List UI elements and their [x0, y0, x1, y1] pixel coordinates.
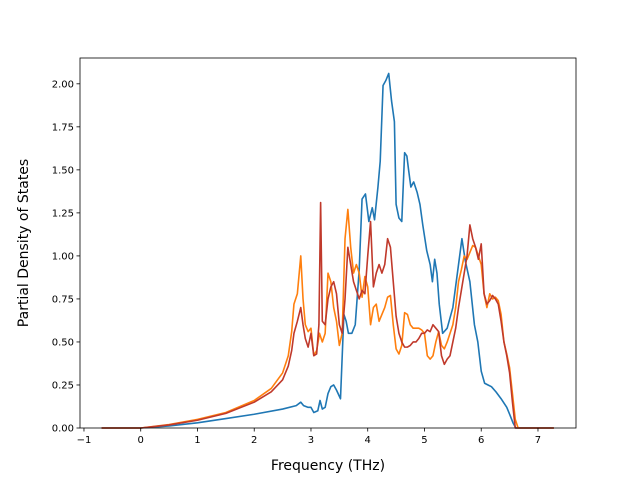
- x-tick-label: 4: [365, 435, 371, 446]
- y-tick-label: 0.25: [52, 380, 74, 391]
- y-axis: 0.00 0.25 0.50 0.75 1.00 1.25 1.50 1.75 2.00: [52, 79, 80, 435]
- x-tick-label: 2: [251, 435, 257, 446]
- x-tick-label: 5: [421, 435, 427, 446]
- x-tick-label: 7: [535, 435, 541, 446]
- x-tick-label: −1: [77, 435, 92, 446]
- series-layer: [101, 72, 554, 429]
- series-line-1: [101, 72, 554, 429]
- plot-background: [80, 58, 576, 428]
- y-tick-label: 2.00: [52, 79, 74, 90]
- y-tick-label: 0.00: [52, 424, 74, 435]
- plot-frame: [79, 57, 577, 429]
- x-tick-label: 6: [478, 435, 484, 446]
- x-tick-label: 0: [138, 435, 144, 446]
- series-line-3: [101, 201, 554, 429]
- y-tick-label: 1.50: [52, 165, 74, 176]
- x-tick-label: 3: [308, 435, 314, 446]
- x-axis-label: Frequency (THz): [271, 458, 385, 474]
- y-tick-label: 1.75: [52, 122, 74, 133]
- series-line-2: [101, 208, 554, 429]
- y-tick-label: 0.50: [52, 337, 74, 348]
- x-tick-label: 1: [194, 435, 200, 446]
- y-tick-label: 0.75: [52, 294, 74, 305]
- x-axis: −1 0 1 2 3 4 5 6 7: [77, 428, 541, 446]
- y-tick-label: 1.00: [52, 251, 74, 262]
- y-tick-label: 1.25: [52, 208, 74, 219]
- y-axis-label: Partial Density of States: [16, 159, 32, 327]
